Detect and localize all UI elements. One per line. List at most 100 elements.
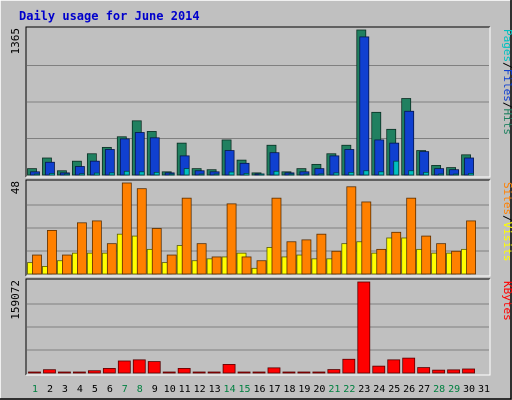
bar-sites <box>211 256 222 275</box>
legend-entry: Sites <box>501 182 512 215</box>
x-tick-label: 12 <box>194 384 206 395</box>
bar-sites <box>77 222 87 275</box>
legend: Pages/Files/Hits <box>501 29 512 135</box>
bar-pages <box>198 173 205 176</box>
x-tick-label: 15 <box>239 384 251 395</box>
bar-kbytes <box>252 371 266 374</box>
panel-hits-files-pages: 1365 Pages/Files/Hits <box>9 26 512 178</box>
bar-sites <box>241 256 252 275</box>
bar-pages <box>168 173 175 176</box>
bar-pages <box>34 173 40 176</box>
x-tick-label: 16 <box>253 384 265 395</box>
bar-files <box>464 157 474 176</box>
bar-kbytes <box>372 365 386 374</box>
bar-sites <box>466 220 476 275</box>
bar-pages <box>378 171 385 176</box>
chart-panels: 1365Pages/Files/Hits48Sites/Visits159072… <box>9 26 512 376</box>
bar-sites <box>32 254 42 275</box>
x-tick-label: 23 <box>358 384 370 395</box>
bar-sites <box>121 182 132 275</box>
bar-kbytes <box>327 369 341 374</box>
bar-kbytes <box>417 367 431 374</box>
bar-sites <box>346 186 357 275</box>
legend-entry: Pages <box>501 29 512 62</box>
bar-sites <box>271 197 282 275</box>
legend-entry: / <box>501 62 512 69</box>
x-tick-label: 22 <box>343 384 355 395</box>
x-tick-label: 1 <box>32 384 38 395</box>
bar-pages <box>79 173 85 176</box>
bar-pages <box>468 173 474 176</box>
bar-pages <box>303 173 310 176</box>
x-axis-day-labels: 1 2 3 4 5 6 7 8 9 10 11 12 13 14 15 16 17 18 19 20 21 22 23 24 2… <box>32 384 490 395</box>
legend-entry: Visits <box>501 222 512 262</box>
bar-sites <box>166 254 177 275</box>
bar-files <box>374 139 385 176</box>
x-tick-label: 19 <box>298 384 310 395</box>
panel-frame-bottom-right <box>26 279 491 376</box>
bar-sites <box>391 231 402 275</box>
bar-pages <box>423 171 430 176</box>
bar-kbytes <box>447 369 460 374</box>
panel-frame-bottom-right <box>26 180 491 277</box>
bar-pages <box>273 170 280 176</box>
bar-files <box>104 149 115 176</box>
bar-pages <box>453 173 459 176</box>
bar-kbytes <box>222 364 236 374</box>
bar-files <box>404 110 415 176</box>
x-tick-label: 7 <box>122 384 128 395</box>
bar-sites <box>331 250 342 275</box>
bar-kbytes <box>267 367 281 374</box>
bar-sites <box>47 229 57 275</box>
y-max-label: 1365 <box>9 28 22 55</box>
legend: Sites/Visits <box>501 182 512 262</box>
x-tick-label: 13 <box>209 384 221 395</box>
bar-kbytes <box>43 369 56 374</box>
panel-frame-top-left <box>25 278 490 375</box>
x-tick-label: 5 <box>92 384 98 395</box>
bar-kbytes <box>402 357 416 374</box>
bar-kbytes <box>462 368 475 374</box>
bar-files <box>329 155 340 176</box>
bar-kbytes <box>312 371 326 374</box>
bar-pages <box>348 171 355 176</box>
bar-kbytes <box>432 369 446 374</box>
bar-kbytes <box>87 370 101 374</box>
x-tick-label: 18 <box>283 384 295 395</box>
bar-sites <box>436 243 447 275</box>
bar-pages <box>393 160 400 176</box>
x-tick-label: 21 <box>328 384 340 395</box>
x-tick-label: 25 <box>388 384 400 395</box>
panel-visits-sites: 48 Sites/Visits <box>9 179 512 277</box>
bar-kbytes <box>132 359 146 374</box>
bar-sites <box>421 235 432 275</box>
bar-pages <box>64 173 70 176</box>
bar-pages <box>438 173 445 176</box>
legend: KBytes <box>501 281 512 321</box>
bar-pages <box>318 173 325 176</box>
x-tick-label: 30 <box>463 384 475 395</box>
bar-pages <box>138 171 145 176</box>
x-tick-label: 3 <box>62 384 68 395</box>
bar-pages <box>108 172 115 176</box>
panel-frame-top-left <box>25 26 490 177</box>
panel-frame-top-left <box>25 179 490 276</box>
bar-sites <box>301 239 312 275</box>
bar-sites <box>62 254 72 275</box>
bar-kbytes <box>177 368 191 374</box>
legend-entry: / <box>501 102 512 109</box>
bar-files <box>344 149 355 176</box>
bar-kbytes <box>207 371 221 374</box>
x-tick-label: 14 <box>224 384 236 395</box>
x-tick-label: 27 <box>418 384 430 395</box>
bar-sites <box>256 260 267 275</box>
bar-pages <box>153 171 160 176</box>
bar-kbytes <box>297 371 311 374</box>
bar-sites <box>406 197 417 275</box>
bar-pages <box>243 173 250 176</box>
x-tick-label: 28 <box>433 384 445 395</box>
bar-sites <box>451 250 461 275</box>
bar-sites <box>376 248 387 275</box>
